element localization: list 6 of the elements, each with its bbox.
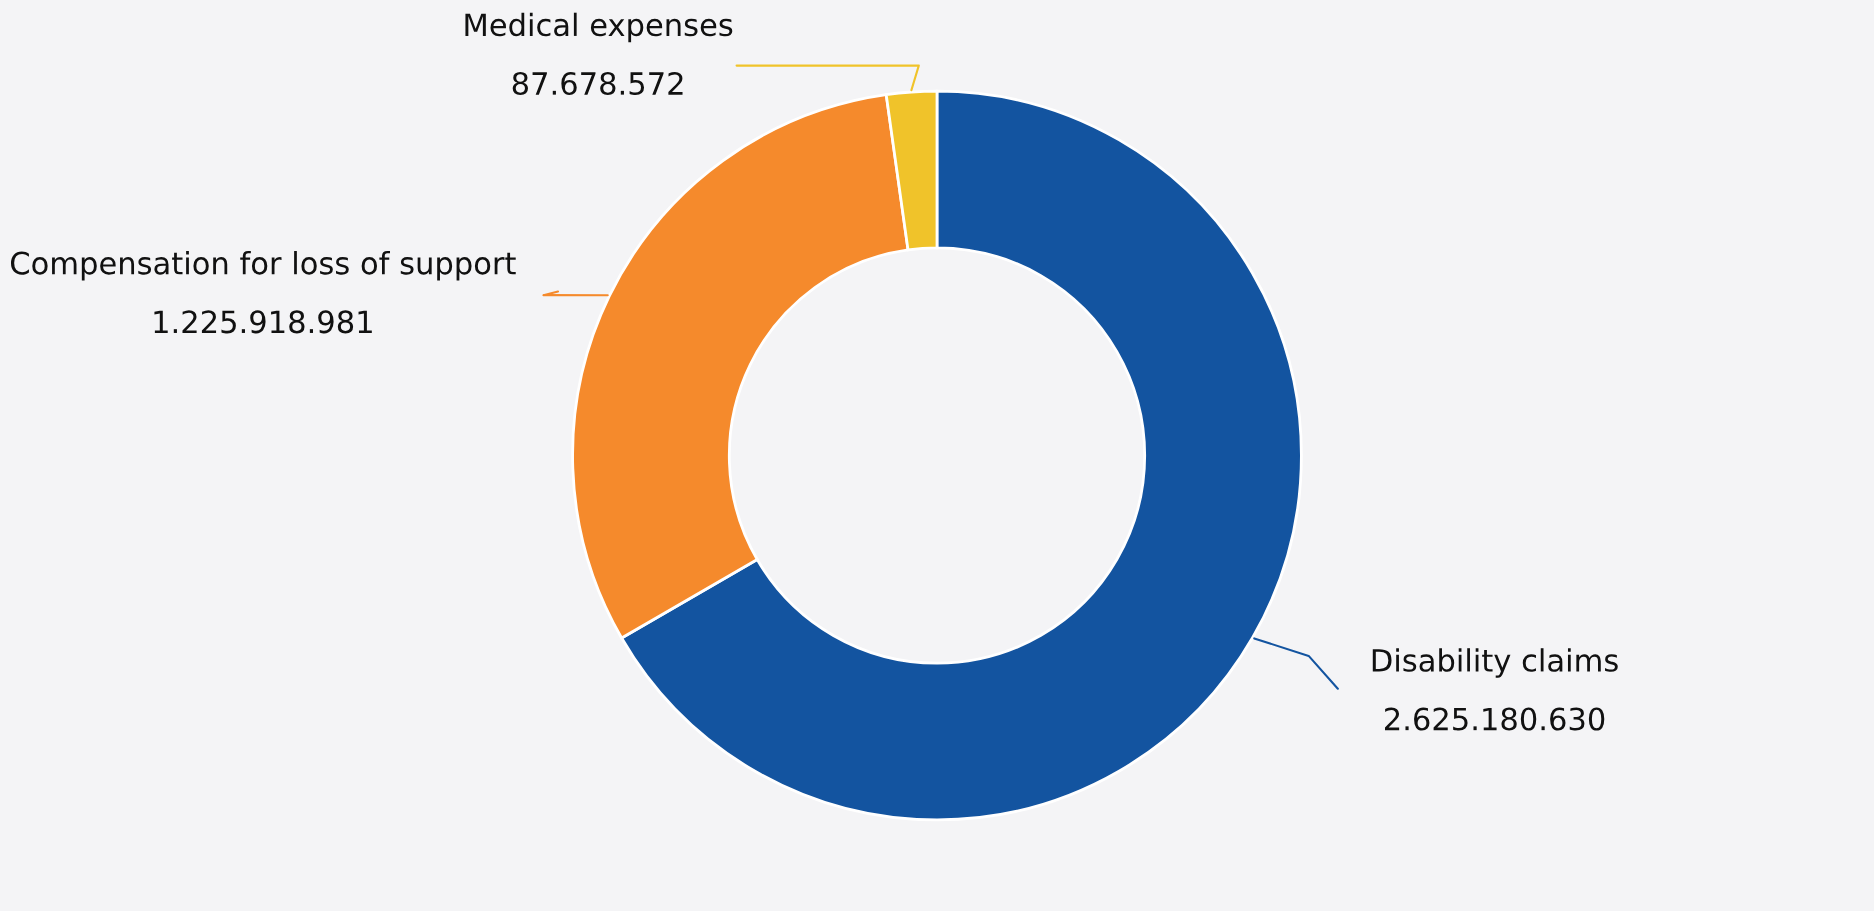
slice-label: Compensation for loss of support [10,251,516,281]
slice-label: Medical expenses [465,12,733,43]
data-label: 2.625.180.630 [1385,707,1605,731]
data-label: 87.678.572 [512,71,683,96]
slice-label: Disability claims [1372,648,1618,678]
data-label: 1.225.918.981 [154,310,372,334]
